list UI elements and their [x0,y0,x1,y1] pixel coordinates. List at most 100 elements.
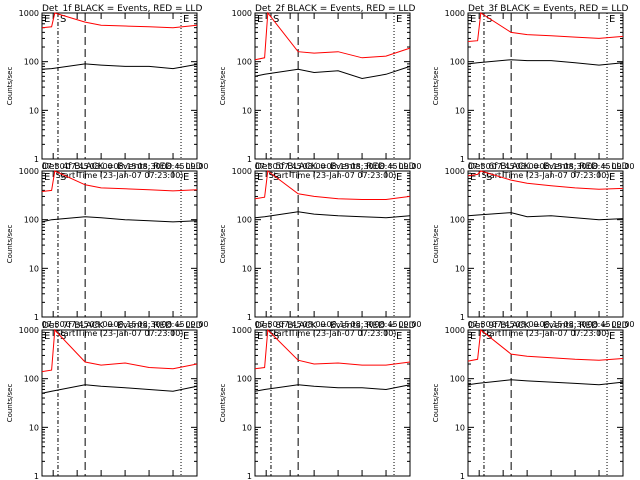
marker-label: S [60,14,66,25]
marker-label: E [470,172,476,183]
y-tick-label: 1000 [19,167,39,176]
lld-series-line [254,170,411,200]
y-tick-label: 1000 [232,167,252,176]
marker-label: E [396,331,402,342]
x-tick-label: 07:30 [255,320,278,329]
x-tick-label: 09:00 [185,162,208,171]
y-tick-label: 1000 [445,167,465,176]
x-tick-label: 08:15 [327,320,350,329]
marker-label: E [44,331,50,342]
x-tick-label: 08:15 [540,320,563,329]
marker-label: E [257,14,263,25]
lld-series-line [467,12,624,42]
x-tick-label: 09:00 [611,320,634,329]
y-tick-label: 10 [29,423,39,432]
events-series-line [467,212,624,221]
x-tick-label: 09:00 [611,162,634,171]
lld-series-line [467,329,624,362]
x-tick-label: 09:00 [398,162,421,171]
x-tick-label: 07:45 [66,320,89,329]
x-tick-label: 08:45 [374,162,397,171]
y-axis-label: Counts/sec [432,384,440,423]
x-tick-label: 07:30 [468,162,491,171]
marker-label: E [470,331,476,342]
plot-frame [41,329,198,477]
marker-label: E [396,172,402,183]
plot-frame [467,329,624,477]
marker-label: S [486,14,492,25]
x-tick-label: 08:00 [303,162,326,171]
panel-det-9: Det_9f BLACK = Events, RED = LLD 1 10 100 10… [432,321,635,480]
panel-title: Det_4f BLACK = Events, RED = LLD [42,162,202,172]
y-tick-label: 1 [247,472,252,480]
marker-label: E [44,14,50,25]
x-tick-label: 07:45 [279,320,302,329]
x-tick-label: 08:00 [90,162,113,171]
plot-frame [254,12,411,160]
x-tick-label: 08:45 [587,162,610,171]
x-tick-label: 08:45 [161,320,184,329]
y-tick-label: 10 [29,264,39,273]
y-tick-label: 1 [460,472,465,480]
panel-det-8: Det_8f BLACK = Events, RED = LLD 1 10 100 10… [219,321,422,480]
y-tick-label: 1 [460,313,465,322]
y-tick-label: 100 [24,375,39,384]
marker-label: S [60,172,66,183]
y-tick-label: 10 [455,106,465,115]
events-series-line [467,379,624,386]
marker-label: E [183,331,189,342]
y-axis-label: Counts/sec [219,225,227,264]
panel-title: Det_9f BLACK = Events, RED = LLD [468,321,628,331]
panel-det-7: Det_7f BLACK = Events, RED = LLD 1 10 100 10… [6,321,209,480]
y-tick-label: 1000 [19,9,39,18]
plot-frame [467,12,624,160]
lld-series-line [41,328,198,373]
plot-frame [254,170,411,318]
marker-label: E [257,331,263,342]
panel-title: Det_2f BLACK = Events, RED = LLD [255,4,415,14]
y-tick-label: 100 [237,375,252,384]
panel-det-2: Det_2f BLACK = Events, RED = LLD 1 10 100 10… [219,4,422,180]
y-tick-label: 10 [455,264,465,273]
panel-title: Det_3f BLACK = Events, RED = LLD [468,4,628,14]
y-axis-label: Counts/sec [432,225,440,264]
x-tick-label: 08:15 [114,162,137,171]
panel-det-6: Det_6f BLACK = Events, RED = LLD 1 10 100 10… [432,162,635,338]
marker-label: S [273,14,279,25]
x-tick-label: 08:30 [138,320,161,329]
y-axis-label: Counts/sec [6,67,14,106]
x-tick-label: 08:45 [587,320,610,329]
lld-series-line [254,11,411,61]
events-series-line [467,59,624,66]
plot-frame [41,12,198,160]
x-axis-label: Start Time (23-Jan-07 07:23:00) [56,329,184,338]
x-tick-label: 07:45 [279,162,302,171]
y-tick-label: 10 [455,423,465,432]
y-tick-label: 1 [34,472,39,480]
y-axis-label: Counts/sec [219,67,227,106]
y-tick-label: 1000 [445,9,465,18]
panel-title: Det_5f BLACK = Events, RED = LLD [255,162,415,172]
y-tick-label: 1 [460,155,465,164]
y-tick-label: 100 [237,216,252,225]
y-tick-label: 1 [247,313,252,322]
marker-label: E [609,14,615,25]
lld-series-line [467,170,624,190]
x-tick-label: 07:30 [42,320,65,329]
marker-label: E [44,172,50,183]
marker-label: E [183,14,189,25]
x-tick-label: 07:30 [255,162,278,171]
x-tick-label: 09:00 [185,320,208,329]
marker-label: E [396,14,402,25]
lld-series-line [41,170,198,192]
panel-title: Det_1f BLACK = Events, RED = LLD [42,4,202,14]
y-tick-label: 100 [24,216,39,225]
y-tick-label: 1000 [232,9,252,18]
y-axis-label: Counts/sec [6,225,14,264]
y-axis-label: Counts/sec [6,384,14,423]
panel-title: Det_8f BLACK = Events, RED = LLD [255,321,415,331]
marker-label: S [486,172,492,183]
y-tick-label: 1000 [232,326,252,335]
panel-det-4: Det_4f BLACK = Events, RED = LLD 1 10 100 10… [6,162,209,338]
